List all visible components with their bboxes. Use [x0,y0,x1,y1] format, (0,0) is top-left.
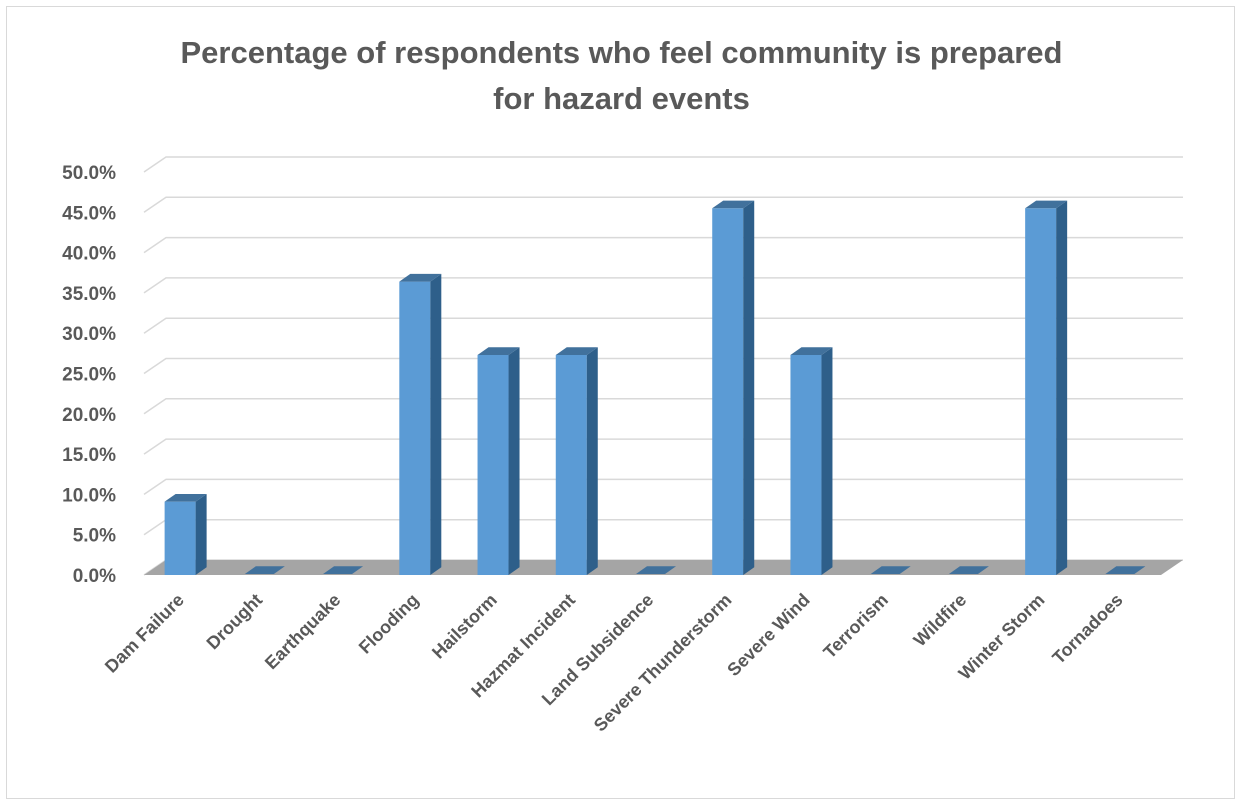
y-tick-label: 35.0% [62,284,116,305]
x-category-label: Wildfire [910,590,971,651]
bar [1105,566,1146,574]
gridline [143,398,1183,415]
bar-side [430,273,442,575]
x-category-label: Hailstorm [428,590,501,663]
y-tick-label: 10.0% [62,485,116,506]
bar [244,566,285,574]
gridline [143,277,1183,294]
y-tick-label: 45.0% [62,203,116,224]
bar [636,566,676,574]
bar [323,566,364,574]
bar-top [1105,566,1146,574]
gridline [143,478,1183,496]
bar [164,493,207,575]
x-category-label: Severe Thunderstorm [590,590,736,736]
bar [1025,200,1068,575]
gridline [143,357,1183,375]
bar-side [1056,200,1068,575]
x-category-label: Terrorism [819,590,892,663]
bar-top [1025,200,1068,209]
x-category-label: Severe Wind [723,590,813,680]
gridline [143,156,1183,173]
bar-side [821,347,833,575]
gridline [143,196,1183,213]
bar-top [870,566,911,574]
chart-title: Percentage of respondents who feel commu… [0,30,1243,122]
bar-front [555,354,587,575]
x-category-label: Drought [203,590,267,654]
chart-title-line-2: for hazard events [493,81,750,116]
bar [399,273,442,575]
bar-top [636,566,676,574]
y-tick-label: 50.0% [62,163,116,184]
bar-front [164,501,196,575]
bar-front [477,354,509,575]
gridline [143,438,1183,455]
bar-top [323,566,364,574]
bar-front [399,281,431,575]
gridline [143,317,1183,334]
y-tick-label: 30.0% [62,324,116,345]
x-category-label: Earthquake [261,590,344,673]
bar [948,566,989,574]
bar-top [948,566,989,574]
bar-side [586,347,598,575]
bar-front [1025,208,1057,575]
y-tick-label: 0.0% [73,566,116,587]
x-category-label: Tornadoes [1048,590,1126,668]
x-category-label: Flooding [355,590,423,658]
bars [164,200,1146,575]
bar-side [508,347,520,575]
bar-front [790,354,822,575]
bar-side [195,493,207,575]
bar [790,347,833,575]
y-axis-ticks: 0.0% 5.0% 10.0% 15.0% 20.0% 25.0% 30.0% 35.0% 40… [62,163,116,587]
bar-top [555,347,598,355]
bar-top [712,200,755,209]
chart-title-line-1: Percentage of respondents who feel commu… [180,35,1063,70]
bar [477,347,520,575]
bar-top [477,347,520,355]
y-tick-label: 25.0% [62,365,116,386]
bar [555,347,598,575]
y-tick-label: 20.0% [62,405,116,426]
y-tick-label: 40.0% [62,244,116,265]
bar-top [399,273,442,282]
y-tick-label: 15.0% [62,445,116,466]
bar-top [244,566,285,574]
bar [712,200,755,575]
bar-side [743,200,755,575]
bar [870,566,911,574]
bar-top [164,493,207,502]
gridline [143,236,1183,254]
y-tick-label: 5.0% [73,526,116,547]
x-category-label: Dam Failure [101,590,188,677]
bar-front [712,208,744,575]
bar-top [790,347,833,355]
